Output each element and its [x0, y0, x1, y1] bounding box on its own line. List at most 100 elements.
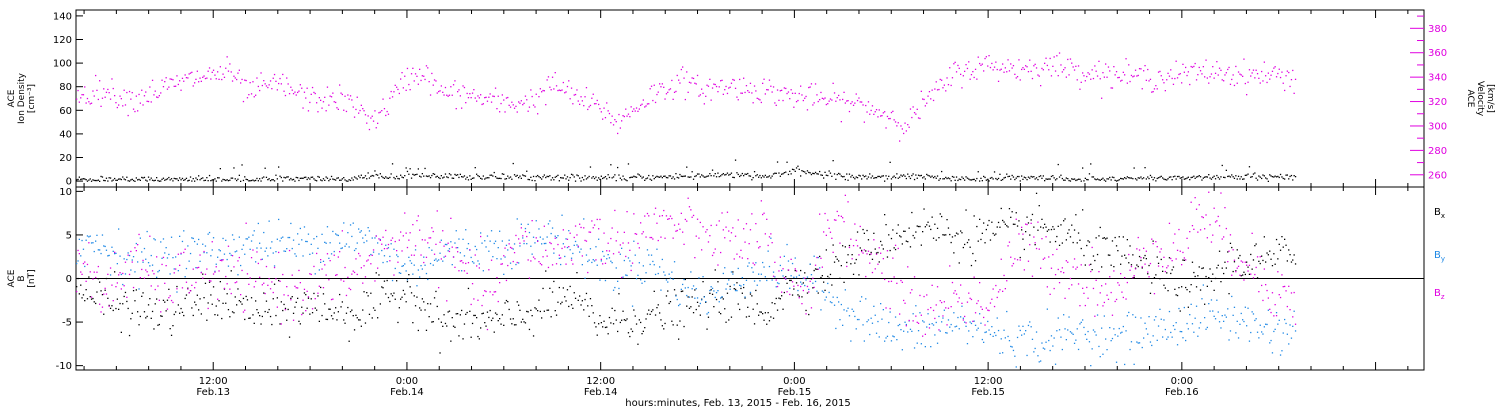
- bz-point: [955, 293, 958, 295]
- bz-point: [175, 268, 177, 270]
- bx-point: [409, 286, 411, 288]
- by-point: [317, 247, 319, 249]
- by-point: [1172, 325, 1175, 327]
- velocity-point: [1201, 73, 1203, 75]
- bz-point: [569, 232, 571, 234]
- by-point: [409, 260, 411, 262]
- density-point: [1011, 174, 1013, 177]
- velocity-point: [710, 99, 712, 101]
- bz-point: [1072, 266, 1074, 268]
- bz-point: [299, 282, 301, 284]
- bz-point: [221, 260, 223, 262]
- bx-point: [657, 304, 659, 306]
- by-point: [539, 236, 541, 238]
- bz-point: [870, 253, 872, 255]
- velocity-point: [237, 72, 239, 74]
- velocity-point: [335, 101, 337, 104]
- bx-point: [736, 282, 738, 284]
- bz-point: [114, 251, 116, 253]
- bx-point: [615, 319, 617, 321]
- bx-point: [503, 324, 505, 326]
- bx-point: [767, 312, 769, 314]
- bz-point: [195, 281, 197, 284]
- bz-point: [973, 276, 975, 278]
- bz-point: [968, 292, 970, 294]
- density-point: [577, 175, 579, 177]
- bx-point: [745, 316, 748, 318]
- bx-point: [626, 318, 628, 320]
- by-point: [820, 309, 822, 311]
- bx-point: [367, 295, 369, 297]
- density-point: [587, 177, 589, 179]
- bx-point: [307, 297, 310, 299]
- velocity-point: [442, 91, 444, 93]
- bx-point: [1248, 273, 1251, 275]
- velocity-point: [748, 91, 750, 93]
- by-point: [961, 305, 963, 307]
- density-point: [985, 179, 987, 181]
- bz-point: [377, 267, 379, 269]
- by-point: [301, 239, 303, 241]
- bx-point: [1018, 220, 1020, 222]
- velocity-point: [953, 63, 955, 65]
- bx-point: [1224, 261, 1226, 263]
- velocity-point: [349, 95, 352, 97]
- density-point: [88, 179, 90, 181]
- bz-point: [241, 269, 243, 272]
- bx-point: [1082, 209, 1084, 211]
- velocity-point: [1208, 82, 1210, 84]
- bz-point: [710, 224, 712, 227]
- by-point: [1042, 347, 1044, 349]
- density-point: [1098, 179, 1100, 181]
- bz-point: [466, 272, 468, 274]
- by-point: [627, 257, 630, 259]
- bz-point: [494, 291, 497, 293]
- velocity-point: [838, 94, 840, 97]
- density-point: [897, 177, 899, 179]
- bz-point: [194, 287, 196, 289]
- density-point: [114, 177, 116, 180]
- bz-point: [812, 277, 814, 279]
- by-point: [934, 334, 936, 336]
- velocity-point: [85, 102, 87, 104]
- bx-point: [1288, 249, 1290, 251]
- velocity-point: [954, 61, 956, 63]
- bx-point: [790, 279, 792, 282]
- density-point: [503, 173, 505, 175]
- bx-point: [861, 249, 863, 252]
- bz-point: [316, 252, 318, 255]
- density-point: [389, 176, 391, 179]
- density-point: [320, 179, 322, 181]
- density-point: [861, 178, 863, 180]
- velocity-point: [207, 70, 209, 72]
- bx-point: [347, 306, 349, 309]
- density-point: [382, 176, 384, 179]
- bz-point: [1265, 284, 1267, 286]
- density-point: [1274, 175, 1276, 177]
- velocity-point: [1018, 59, 1020, 61]
- bx-point: [913, 237, 916, 239]
- bz-point: [979, 282, 981, 284]
- bx-point: [1217, 264, 1219, 266]
- bx-point: [688, 307, 691, 309]
- by-point: [755, 262, 757, 264]
- bx-point: [856, 231, 859, 233]
- velocity-point: [758, 98, 760, 100]
- by-point: [427, 278, 429, 281]
- by-point: [476, 248, 478, 251]
- density-point: [949, 178, 951, 180]
- by-point: [612, 289, 615, 291]
- by-point: [599, 279, 601, 281]
- velocity-point: [916, 108, 918, 110]
- by-point: [1077, 348, 1080, 351]
- velocity-point: [1141, 88, 1143, 90]
- by-point: [725, 288, 727, 290]
- velocity-point: [230, 71, 232, 73]
- velocity-point: [1012, 65, 1015, 67]
- bx-point: [260, 323, 262, 325]
- bz-point: [307, 296, 310, 298]
- bx-point: [927, 221, 929, 223]
- velocity-point: [1258, 77, 1260, 79]
- velocity-point: [709, 78, 711, 80]
- bx-point: [400, 298, 402, 300]
